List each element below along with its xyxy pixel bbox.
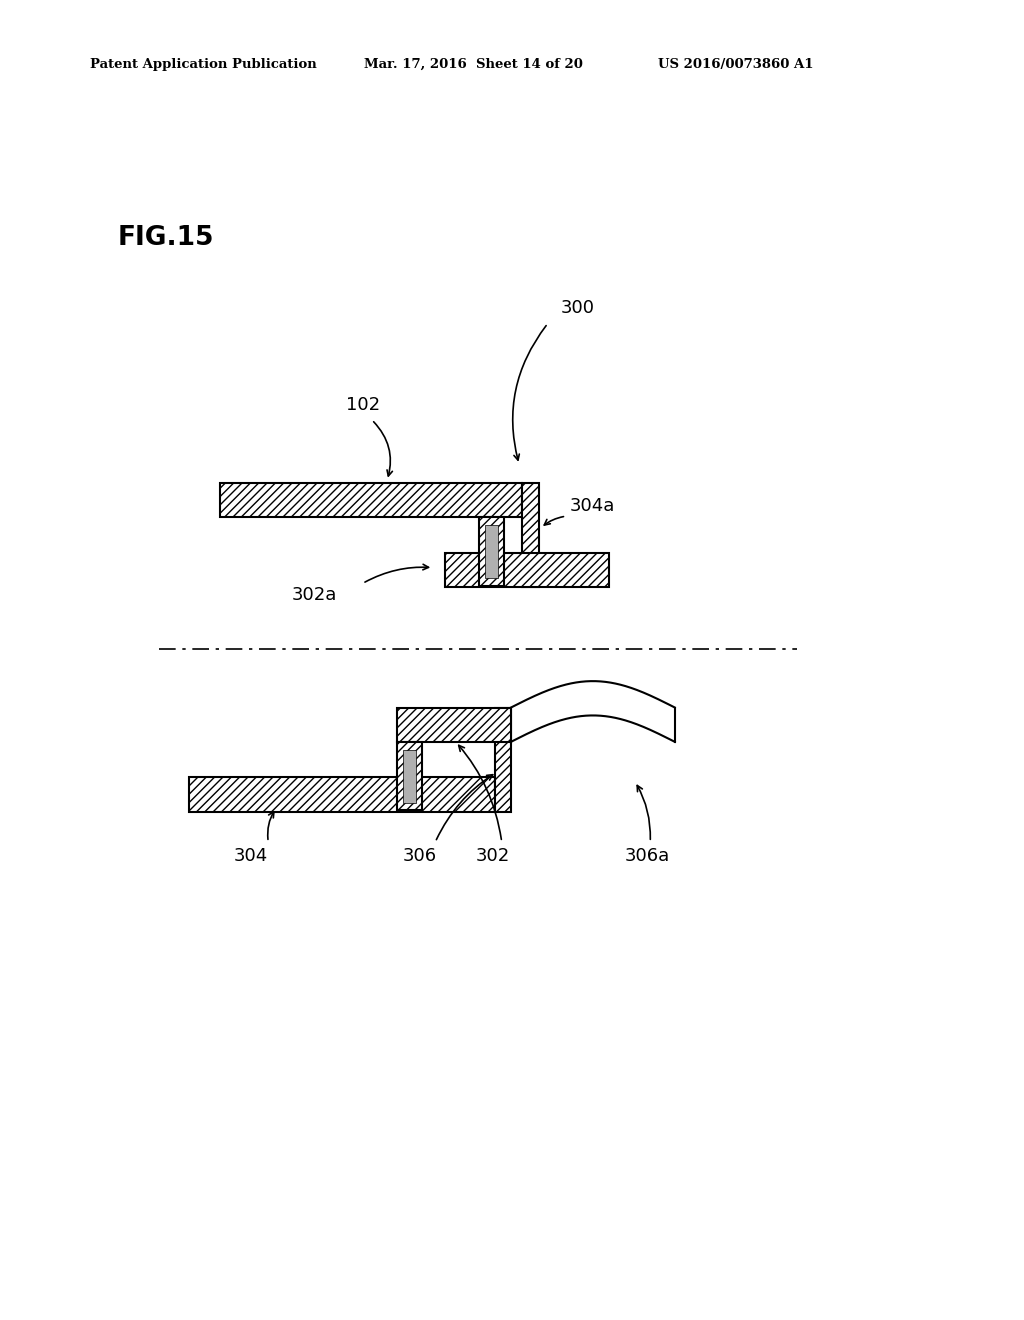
- Text: 102: 102: [346, 396, 380, 414]
- Text: 300: 300: [561, 298, 595, 317]
- Text: US 2016/0073860 A1: US 2016/0073860 A1: [658, 58, 814, 71]
- Text: Mar. 17, 2016  Sheet 14 of 20: Mar. 17, 2016 Sheet 14 of 20: [364, 58, 583, 71]
- Text: 306: 306: [402, 847, 436, 866]
- Bar: [397, 708, 511, 742]
- Bar: [397, 742, 422, 810]
- Text: FIG.15: FIG.15: [118, 224, 214, 251]
- Text: Patent Application Publication: Patent Application Publication: [90, 58, 316, 71]
- Text: 304a: 304a: [569, 496, 614, 515]
- Bar: [485, 525, 498, 578]
- Bar: [403, 750, 416, 803]
- Bar: [522, 483, 539, 587]
- Text: 306a: 306a: [625, 847, 670, 866]
- Bar: [479, 517, 504, 586]
- Bar: [445, 553, 609, 587]
- Text: 302: 302: [476, 847, 510, 866]
- Bar: [220, 483, 522, 517]
- Bar: [495, 708, 511, 812]
- Bar: [189, 777, 495, 812]
- Text: 304: 304: [233, 847, 267, 866]
- Text: 302a: 302a: [292, 586, 337, 605]
